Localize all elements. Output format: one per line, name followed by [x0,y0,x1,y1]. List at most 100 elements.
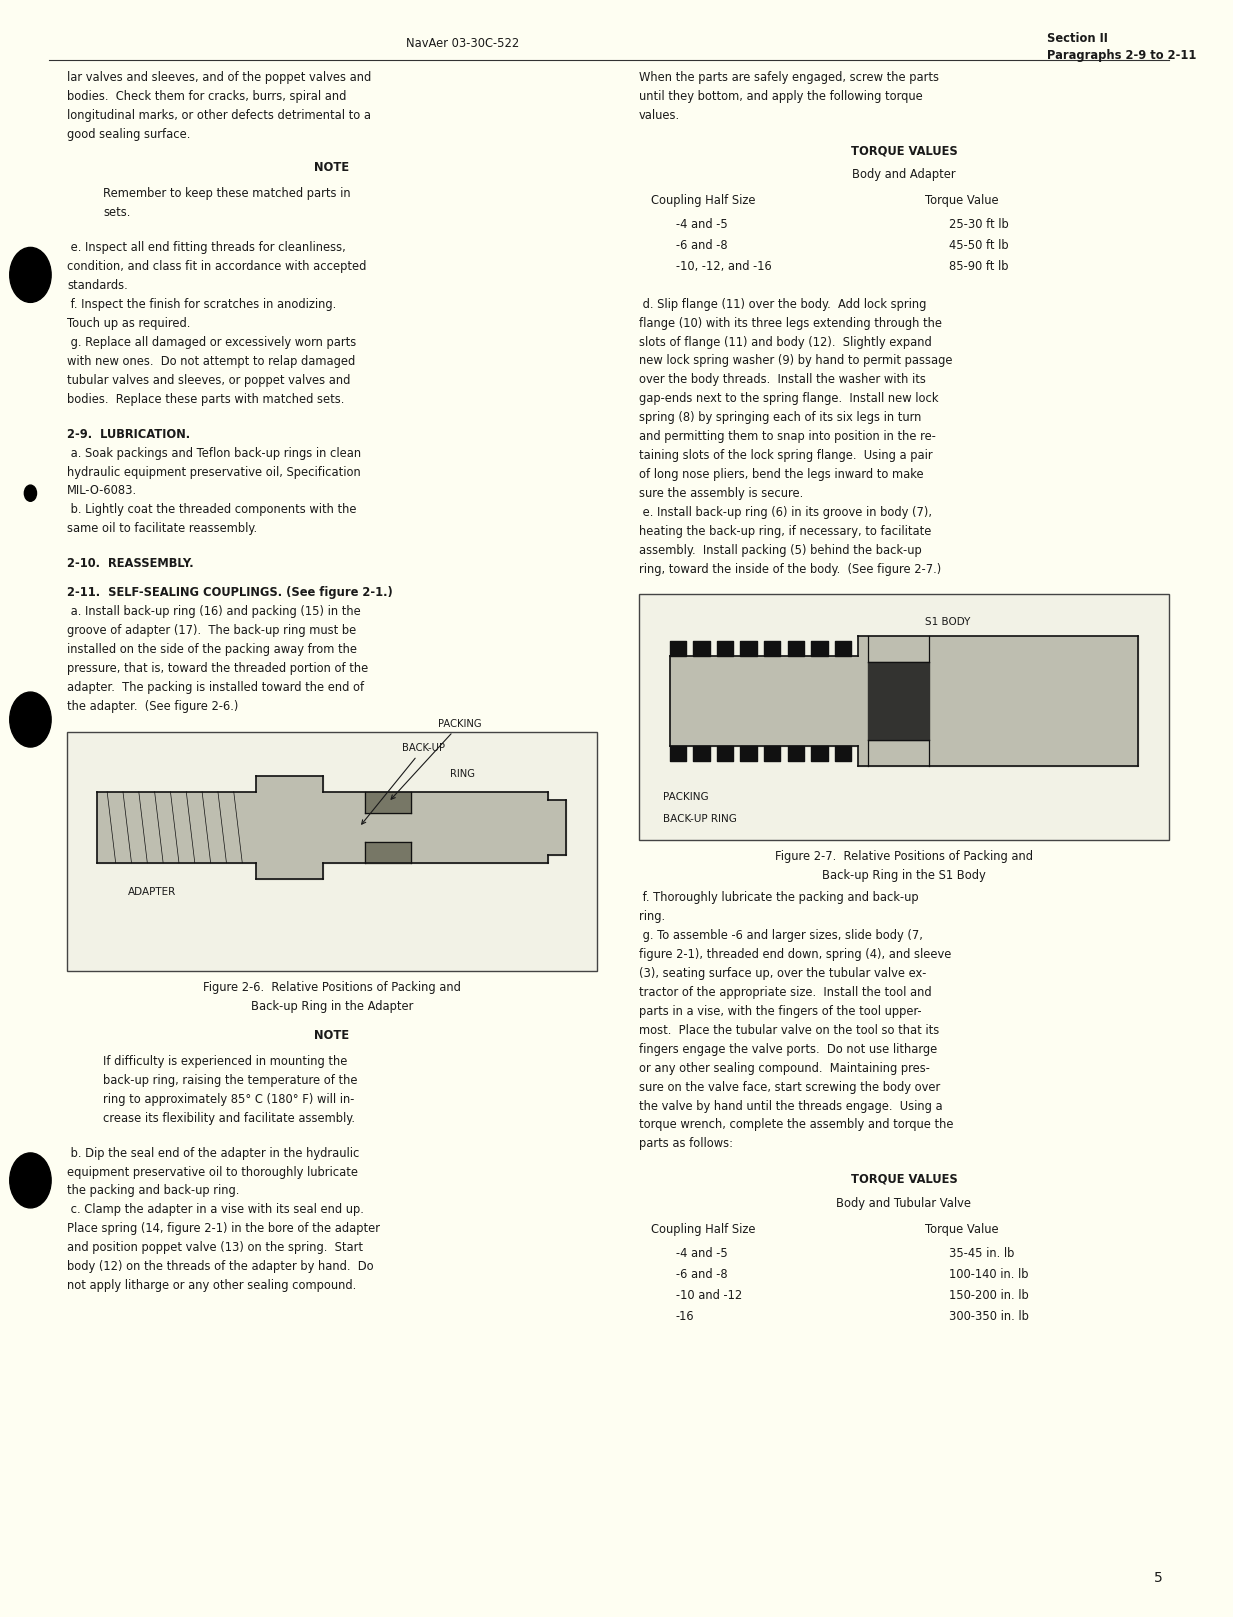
Text: bodies.  Check them for cracks, burrs, spiral and: bodies. Check them for cracks, burrs, sp… [67,91,346,103]
Text: taining slots of the lock spring flange.  Using a pair: taining slots of the lock spring flange.… [639,450,932,462]
Text: ADAPTER: ADAPTER [128,888,176,897]
Text: ring to approximately 85° C (180° F) will in-: ring to approximately 85° C (180° F) wil… [104,1093,355,1106]
Text: sure on the valve face, start screwing the body over: sure on the valve face, start screwing t… [639,1080,941,1093]
Text: TORQUE VALUES: TORQUE VALUES [851,144,957,157]
Text: 150-200 in. lb: 150-200 in. lb [949,1289,1030,1302]
Text: -4 and -5: -4 and -5 [676,218,727,231]
Text: with new ones.  Do not attempt to relap damaged: with new ones. Do not attempt to relap d… [67,354,355,367]
Bar [67,733,597,972]
Text: 45-50 ft lb: 45-50 ft lb [949,239,1009,252]
Text: most.  Place the tubular valve on the tool so that its: most. Place the tubular valve on the too… [639,1024,940,1036]
Text: -4 and -5: -4 and -5 [676,1247,727,1260]
Text: -6 and -8: -6 and -8 [676,239,727,252]
Text: lar valves and sleeves, and of the poppet valves and: lar valves and sleeves, and of the poppe… [67,71,371,84]
Text: and position poppet valve (13) on the spring.  Start: and position poppet valve (13) on the sp… [67,1242,363,1255]
Text: hydraulic equipment preservative oil, Specification: hydraulic equipment preservative oil, Sp… [67,466,361,479]
Text: g. To assemble -6 and larger sizes, slide body (7,: g. To assemble -6 and larger sizes, slid… [639,930,924,943]
Text: g. Replace all damaged or excessively worn parts: g. Replace all damaged or excessively wo… [67,336,356,349]
Text: c. Clamp the adapter in a vise with its seal end up.: c. Clamp the adapter in a vise with its … [67,1203,364,1216]
Text: 35-45 in. lb: 35-45 in. lb [949,1247,1015,1260]
Text: standards.: standards. [67,280,128,293]
Text: back-up ring, raising the temperature of the: back-up ring, raising the temperature of… [104,1074,358,1087]
Text: same oil to facilitate reassembly.: same oil to facilitate reassembly. [67,522,258,535]
Text: pressure, that is, toward the threaded portion of the: pressure, that is, toward the threaded p… [67,663,369,676]
Text: Torque Value: Torque Value [925,1222,999,1235]
Text: longitudinal marks, or other defects detrimental to a: longitudinal marks, or other defects det… [67,108,371,121]
Text: If difficulty is experienced in mounting the: If difficulty is experienced in mounting… [104,1054,348,1067]
Text: PACKING: PACKING [663,792,709,802]
Bar [639,595,1169,841]
Text: flange (10) with its three legs extending through the: flange (10) with its three legs extendin… [639,317,942,330]
Text: spring (8) by springing each of its six legs in turn: spring (8) by springing each of its six … [639,411,921,424]
Text: bodies.  Replace these parts with matched sets.: bodies. Replace these parts with matched… [67,393,344,406]
Text: heating the back-up ring, if necessary, to facilitate: heating the back-up ring, if necessary, … [639,526,931,538]
Text: b. Dip the seal end of the adapter in the hydraulic: b. Dip the seal end of the adapter in th… [67,1146,359,1159]
Text: Figure 2-6.  Relative Positions of Packing and: Figure 2-6. Relative Positions of Packin… [202,982,461,994]
Text: the packing and back-up ring.: the packing and back-up ring. [67,1185,239,1198]
Text: -16: -16 [676,1310,694,1323]
Text: e. Inspect all end fitting threads for cleanliness,: e. Inspect all end fitting threads for c… [67,241,345,254]
Text: good sealing surface.: good sealing surface. [67,128,190,141]
Text: (3), seating surface up, over the tubular valve ex-: (3), seating surface up, over the tubula… [639,967,926,980]
Text: condition, and class fit in accordance with accepted: condition, and class fit in accordance w… [67,260,366,273]
Text: 2-11.  SELF-SEALING COUPLINGS. (See figure 2-1.): 2-11. SELF-SEALING COUPLINGS. (See figur… [67,587,392,600]
Text: new lock spring washer (9) by hand to permit passage: new lock spring washer (9) by hand to pe… [639,354,953,367]
Text: Coupling Half Size: Coupling Half Size [651,1222,756,1235]
Text: figure 2-1), threaded end down, spring (4), and sleeve: figure 2-1), threaded end down, spring (… [639,948,952,960]
Circle shape [25,485,37,501]
Text: 5: 5 [1154,1570,1163,1585]
Text: 100-140 in. lb: 100-140 in. lb [949,1268,1030,1281]
Text: installed on the side of the packing away from the: installed on the side of the packing awa… [67,644,358,657]
Text: TORQUE VALUES: TORQUE VALUES [851,1172,957,1185]
Text: Section II: Section II [1047,32,1107,45]
Text: Coupling Half Size: Coupling Half Size [651,194,756,207]
Text: Torque Value: Torque Value [925,194,999,207]
Text: RING: RING [450,770,476,779]
Text: tractor of the appropriate size.  Install the tool and: tractor of the appropriate size. Install… [639,986,932,999]
Circle shape [10,692,51,747]
Text: values.: values. [639,108,681,121]
Text: 300-350 in. lb: 300-350 in. lb [949,1310,1030,1323]
Text: tubular valves and sleeves, or poppet valves and: tubular valves and sleeves, or poppet va… [67,374,350,386]
Text: a. Soak packings and Teflon back-up rings in clean: a. Soak packings and Teflon back-up ring… [67,446,361,459]
Text: Body and Adapter: Body and Adapter [852,168,956,181]
Text: NOTE: NOTE [314,162,349,175]
Text: BACK-UP: BACK-UP [361,744,445,825]
Text: parts in a vise, with the fingers of the tool upper-: parts in a vise, with the fingers of the… [639,1006,922,1019]
Text: adapter.  The packing is installed toward the end of: adapter. The packing is installed toward… [67,681,364,694]
Text: -10 and -12: -10 and -12 [676,1289,742,1302]
Text: d. Slip flange (11) over the body.  Add lock spring: d. Slip flange (11) over the body. Add l… [639,298,926,310]
Text: gap-ends next to the spring flange.  Install new lock: gap-ends next to the spring flange. Inst… [639,393,938,406]
Circle shape [10,247,51,302]
Text: 2-9.  LUBRICATION.: 2-9. LUBRICATION. [67,429,190,441]
Text: and permitting them to snap into position in the re-: and permitting them to snap into positio… [639,430,936,443]
Text: NavAer 03-30C-522: NavAer 03-30C-522 [406,37,519,50]
Text: or any other sealing compound.  Maintaining pres-: or any other sealing compound. Maintaini… [639,1062,930,1075]
Text: Body and Tubular Valve: Body and Tubular Valve [836,1197,972,1210]
Text: Remember to keep these matched parts in: Remember to keep these matched parts in [104,188,351,201]
Text: slots of flange (11) and body (12).  Slightly expand: slots of flange (11) and body (12). Slig… [639,336,932,349]
Text: MIL-O-6083.: MIL-O-6083. [67,485,137,498]
Text: parts as follows:: parts as follows: [639,1137,734,1150]
Text: assembly.  Install packing (5) behind the back-up: assembly. Install packing (5) behind the… [639,543,922,556]
Text: sets.: sets. [104,207,131,220]
Text: Back-up Ring in the S1 Body: Back-up Ring in the S1 Body [822,868,986,881]
Text: BACK-UP RING: BACK-UP RING [663,815,737,825]
Text: ring, toward the inside of the body.  (See figure 2-7.): ring, toward the inside of the body. (Se… [639,563,941,576]
Text: f. Inspect the finish for scratches in anodizing.: f. Inspect the finish for scratches in a… [67,298,337,310]
Text: e. Install back-up ring (6) in its groove in body (7),: e. Install back-up ring (6) in its groov… [639,506,932,519]
Text: When the parts are safely engaged, screw the parts: When the parts are safely engaged, screw… [639,71,940,84]
Text: a. Install back-up ring (16) and packing (15) in the: a. Install back-up ring (16) and packing… [67,605,361,618]
Text: Place spring (14, figure 2-1) in the bore of the adapter: Place spring (14, figure 2-1) in the bor… [67,1222,380,1235]
Text: PACKING: PACKING [391,720,482,799]
Text: of long nose pliers, bend the legs inward to make: of long nose pliers, bend the legs inwar… [639,467,924,480]
Text: the valve by hand until the threads engage.  Using a: the valve by hand until the threads enga… [639,1100,943,1112]
Text: equipment preservative oil to thoroughly lubricate: equipment preservative oil to thoroughly… [67,1166,358,1179]
Text: crease its flexibility and facilitate assembly.: crease its flexibility and facilitate as… [104,1111,355,1124]
Text: Paragraphs 2-9 to 2-11: Paragraphs 2-9 to 2-11 [1047,49,1196,61]
Text: not apply litharge or any other sealing compound.: not apply litharge or any other sealing … [67,1279,356,1292]
Text: f. Thoroughly lubricate the packing and back-up: f. Thoroughly lubricate the packing and … [639,891,919,904]
Text: groove of adapter (17).  The back-up ring must be: groove of adapter (17). The back-up ring… [67,624,356,637]
Text: S1 BODY: S1 BODY [925,618,970,627]
Text: NOTE: NOTE [314,1028,349,1041]
